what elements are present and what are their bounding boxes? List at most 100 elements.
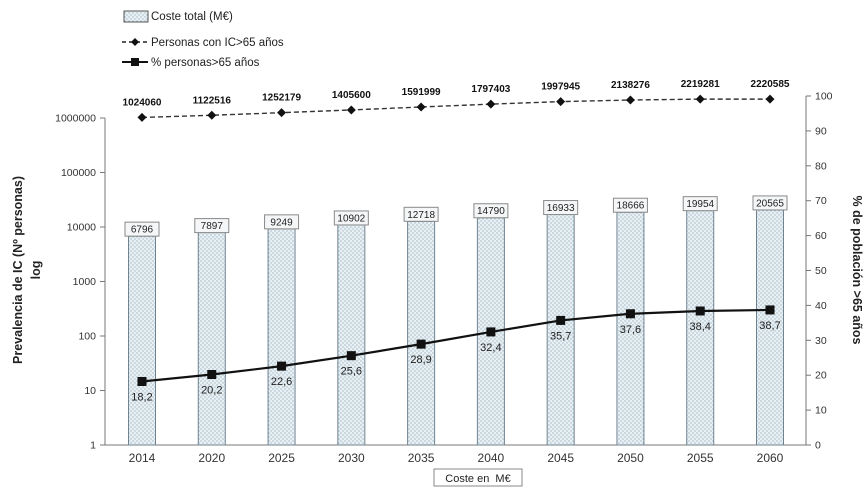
bar	[756, 209, 784, 446]
pct-label: 25,6	[341, 366, 362, 378]
right-tick-label: 100	[815, 91, 833, 103]
count-marker	[346, 105, 356, 115]
right-tick-label: 30	[815, 335, 827, 347]
bar-series: 6796 7897 9249 10902 12718 14790 16933 18666 199…	[124, 195, 788, 446]
left-tick-label: 1000000	[55, 113, 96, 125]
count-label: 1405600	[332, 90, 371, 101]
x-tick-label: 2030	[338, 451, 365, 465]
count-marker	[556, 97, 566, 107]
bar-label-box	[264, 214, 300, 230]
count-label: 1797403	[471, 84, 510, 95]
bar	[197, 232, 226, 446]
right-axis-title: % de población >65 años	[850, 196, 864, 345]
bar	[407, 220, 436, 446]
legend-item-pct: % personas>65 años	[122, 57, 260, 69]
right-tick-label: 40	[815, 300, 827, 312]
x-tick-label: 2020	[198, 451, 225, 465]
bar	[267, 228, 296, 446]
bar-label: 20565	[756, 198, 784, 209]
x-tick-label: 2045	[547, 451, 574, 465]
legend-swatch-count-marker	[131, 38, 139, 46]
left-tick-label: 100	[78, 331, 96, 343]
count-label: 1122516	[193, 95, 232, 106]
x-tick-label: 2035	[408, 451, 435, 465]
pct-label: 35,7	[550, 330, 571, 342]
pct-marker	[556, 315, 566, 325]
count-label: 2138276	[611, 80, 650, 91]
bar	[546, 214, 575, 446]
x-tick-label: 2050	[617, 451, 644, 465]
pct-marker	[695, 306, 705, 316]
left-tick-label: 1000	[73, 276, 97, 288]
pct-marker	[625, 309, 635, 319]
legend-label-count: Personas con IC>65 años	[151, 37, 284, 49]
count-line-path	[141, 98, 771, 119]
right-tick-label: 20	[815, 370, 827, 382]
pct-marker	[277, 361, 287, 371]
bar-label: 6796	[131, 225, 154, 236]
bar-label: 19954	[686, 199, 714, 210]
pct-label: 37,6	[620, 324, 641, 336]
right-tick-label: 0	[815, 440, 821, 452]
bar-label-box	[194, 218, 230, 234]
count-marker	[625, 95, 635, 105]
pct-label: 22,6	[271, 376, 292, 388]
count-label: 1252179	[262, 93, 301, 104]
pct-marker	[486, 327, 496, 337]
right-tick-label: 50	[815, 265, 827, 277]
count-label: 1997945	[541, 82, 580, 93]
legend-swatch-bars	[123, 10, 149, 23]
right-tick-label: 80	[815, 160, 827, 172]
pct-label: 38,7	[759, 320, 780, 332]
legend-item-count: Personas con IC>65 años	[122, 37, 284, 49]
x-tick-label: 2025	[268, 451, 295, 465]
count-marker	[277, 108, 287, 118]
right-axis-ticks: 0 10 20 30 40 50 60 70 80 90 100	[806, 91, 833, 452]
pct-marker	[346, 351, 356, 361]
right-tick-label: 10	[815, 405, 827, 417]
count-marker	[486, 99, 496, 109]
count-marker	[207, 110, 217, 120]
bar-label-box	[543, 200, 579, 216]
left-axis-ticks: 1 10 100 1000 10000 100000 1000000	[55, 113, 105, 452]
bar-label: 12718	[407, 210, 435, 221]
x-axis-ticks: 2014 2020 2025 2030 2035 2040 2045 2050 2055 2060	[129, 451, 784, 465]
legend-label-pct: % personas>65 años	[151, 57, 260, 69]
legend-swatch-pct-marker	[131, 58, 139, 66]
x-tick-label: 2055	[687, 451, 714, 465]
pct-marker	[207, 370, 217, 380]
left-tick-label: 100000	[61, 167, 96, 179]
left-tick-label: 10	[84, 385, 96, 397]
pct-label: 28,9	[410, 354, 431, 366]
count-label: 2220585	[751, 79, 790, 90]
pct-marker	[765, 305, 775, 315]
bar-label: 10902	[337, 213, 365, 224]
bar-label: 18666	[617, 201, 645, 212]
pct-line-path	[141, 308, 771, 383]
count-marker	[765, 94, 775, 104]
bar-label: 7897	[201, 221, 224, 232]
bar-label-box	[333, 210, 369, 226]
right-tick-label: 90	[815, 125, 827, 137]
bar-label-box	[473, 203, 509, 219]
pct-label: 18,2	[131, 391, 152, 403]
bar	[337, 224, 366, 446]
x-axis-caption: Coste en M€	[433, 468, 523, 487]
x-axis-caption-box	[433, 468, 523, 487]
count-marker	[416, 102, 426, 112]
pct-label: 20,2	[201, 385, 222, 397]
count-marker	[695, 94, 705, 104]
x-tick-label: 2014	[129, 451, 156, 465]
bar-label-box	[612, 197, 648, 213]
count-line-series: 1024060 1122516 1252179 1405600 1591999 17974…	[123, 79, 790, 122]
bar-label: 9249	[270, 217, 293, 228]
bar-label: 14790	[477, 206, 505, 217]
pct-marker	[137, 376, 147, 386]
bar-label-box	[752, 195, 788, 211]
legend-item-bars: Coste total (M€)	[123, 10, 233, 23]
pct-label: 38,4	[690, 321, 711, 333]
right-tick-label: 60	[815, 230, 827, 242]
count-label: 2219281	[681, 79, 720, 90]
bar-label-box	[682, 196, 718, 212]
